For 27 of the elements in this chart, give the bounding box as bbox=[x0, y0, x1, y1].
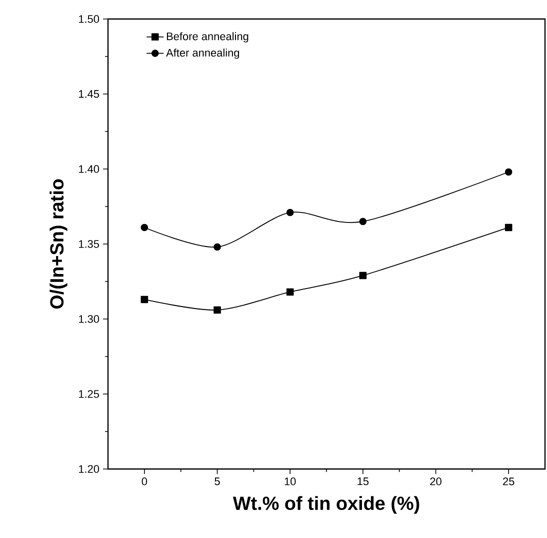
point bbox=[214, 243, 221, 251]
legend-label: After annealing bbox=[166, 48, 240, 59]
x-tick-label: 10 bbox=[284, 478, 296, 486]
y-tick-label: 1.25 bbox=[78, 390, 100, 398]
point bbox=[359, 272, 367, 280]
legend-label: Before annealing bbox=[166, 32, 248, 42]
point bbox=[504, 168, 512, 176]
y-tick-label: 1.30 bbox=[78, 315, 100, 323]
y-tick-label: 1.50 bbox=[78, 15, 100, 23]
point bbox=[286, 288, 294, 296]
y-axis-title: O/(In+Sn) ratio bbox=[50, 179, 68, 309]
x-tick-label: 20 bbox=[430, 478, 442, 486]
y-tick-label: 1.40 bbox=[78, 165, 100, 173]
point bbox=[286, 208, 294, 216]
point bbox=[140, 224, 148, 232]
point bbox=[359, 218, 367, 226]
x-axis-title: Wt.% of tin oxide (%) bbox=[232, 496, 420, 514]
y-tick-label: 1.35 bbox=[78, 240, 100, 248]
x-tick-label: 5 bbox=[214, 478, 220, 486]
x-tick-label: 25 bbox=[503, 478, 514, 486]
point bbox=[504, 224, 512, 232]
point bbox=[140, 296, 148, 304]
y-tick-label: 1.45 bbox=[78, 90, 100, 98]
x-tick-label: 0 bbox=[142, 478, 148, 486]
x-tick-label: 15 bbox=[358, 478, 369, 486]
y-tick-label: 1.20 bbox=[78, 465, 100, 473]
point bbox=[214, 306, 221, 314]
